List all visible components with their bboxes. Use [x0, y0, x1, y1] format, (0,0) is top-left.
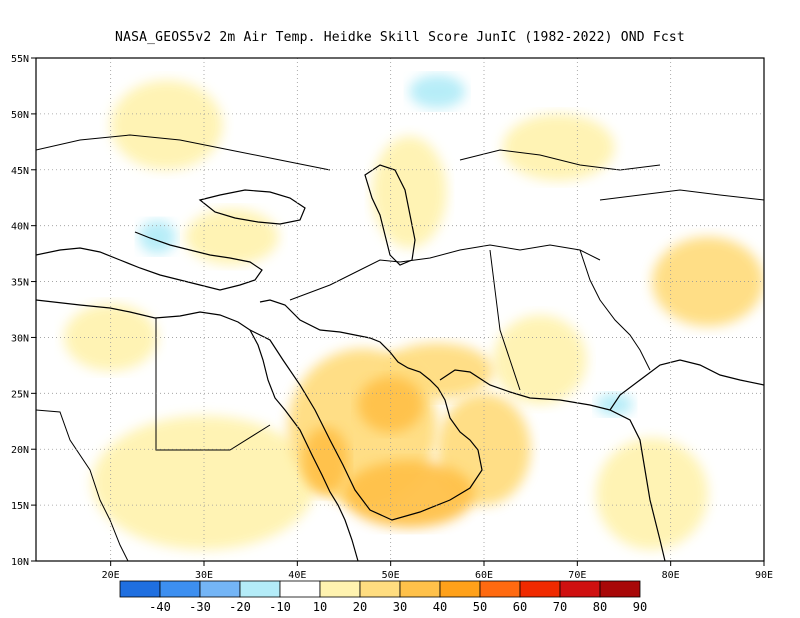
tick-label-lat: 45N	[11, 166, 29, 177]
axes: 20E 30E 40E 50E 60E 70E 80E 90E 10N 15N 20N 25N 30N 3…	[11, 54, 773, 581]
tick-label-lon: 80E	[662, 570, 680, 581]
colorbar-swatch	[279, 580, 321, 598]
region-siberia-south	[409, 74, 466, 109]
colorbar-label: 30	[393, 600, 407, 614]
tick-label-lon: 70E	[568, 570, 586, 581]
tick-label-lon: 20E	[102, 570, 120, 581]
plot-frame	[35, 57, 765, 562]
colorbar-swatch	[599, 580, 641, 598]
colorbar-label: 80	[593, 600, 607, 614]
region-libya	[63, 303, 158, 371]
tick-label-lat: 10N	[11, 557, 29, 568]
region-red-sea-coast	[302, 426, 349, 494]
tick-label-lat: 40N	[11, 222, 29, 233]
colorbar-label: -20	[229, 600, 251, 614]
colorbar: -40 -30 -20 -10 10 20 30 40 50 60 70 80 90	[119, 580, 647, 614]
tick-label-lat: 20N	[11, 445, 29, 456]
colorbar-swatch	[119, 580, 161, 598]
colorbar-swatch	[199, 580, 241, 598]
tick-label-lat: 15N	[11, 501, 29, 512]
tick-label-lon: 60E	[475, 570, 493, 581]
tick-label-lat: 35N	[11, 278, 29, 289]
colorbar-label: 40	[433, 600, 447, 614]
colorbar-swatch	[399, 580, 441, 598]
colorbar-label: -40	[149, 600, 171, 614]
coastlines	[36, 134, 764, 561]
tick-label-lon: 40E	[288, 570, 306, 581]
colorbar-swatch	[359, 580, 401, 598]
colorbar-label: 60	[513, 600, 527, 614]
region-india-central	[596, 438, 708, 550]
colorbar-swatch	[319, 580, 361, 598]
tick-label-lon: 50E	[382, 570, 400, 581]
colorbar-label: 10	[313, 600, 327, 614]
region-central-arabia	[358, 376, 424, 433]
colorbar-swatch	[519, 580, 561, 598]
tick-label-lat: 25N	[11, 389, 29, 400]
region-caspian-region	[372, 136, 447, 249]
tick-label-lat: 30N	[11, 333, 29, 344]
region-arabian-coast-blue	[596, 393, 634, 416]
colorbar-label: 70	[553, 600, 567, 614]
colorbar-label: -10	[269, 600, 291, 614]
colorbar-label: 20	[353, 600, 367, 614]
colorbar-swatch	[479, 580, 521, 598]
tick-label-lon: 30E	[195, 570, 213, 581]
colorbar-swatch	[559, 580, 601, 598]
region-turkey	[185, 208, 279, 265]
colorbar-label: 90	[633, 600, 647, 614]
colorbar-label: 50	[473, 600, 487, 614]
region-arabia-sea-coast	[344, 460, 475, 528]
colorbar-label: -30	[189, 600, 211, 614]
region-aegean	[138, 220, 176, 254]
colorbar-swatch	[439, 580, 481, 598]
chart-title: NASA_GEOS5v2 2m Air Temp. Heidke Skill S…	[115, 30, 685, 45]
tick-label-lat: 50N	[11, 110, 29, 121]
colorbar-swatch	[159, 580, 201, 598]
gridlines	[36, 58, 764, 561]
tick-label-lon: 90E	[755, 570, 773, 581]
region-eastern-europe	[110, 80, 223, 170]
colorbar-swatch	[239, 580, 281, 598]
tick-label-lat: 55N	[11, 54, 29, 65]
region-kazakh	[502, 113, 615, 181]
